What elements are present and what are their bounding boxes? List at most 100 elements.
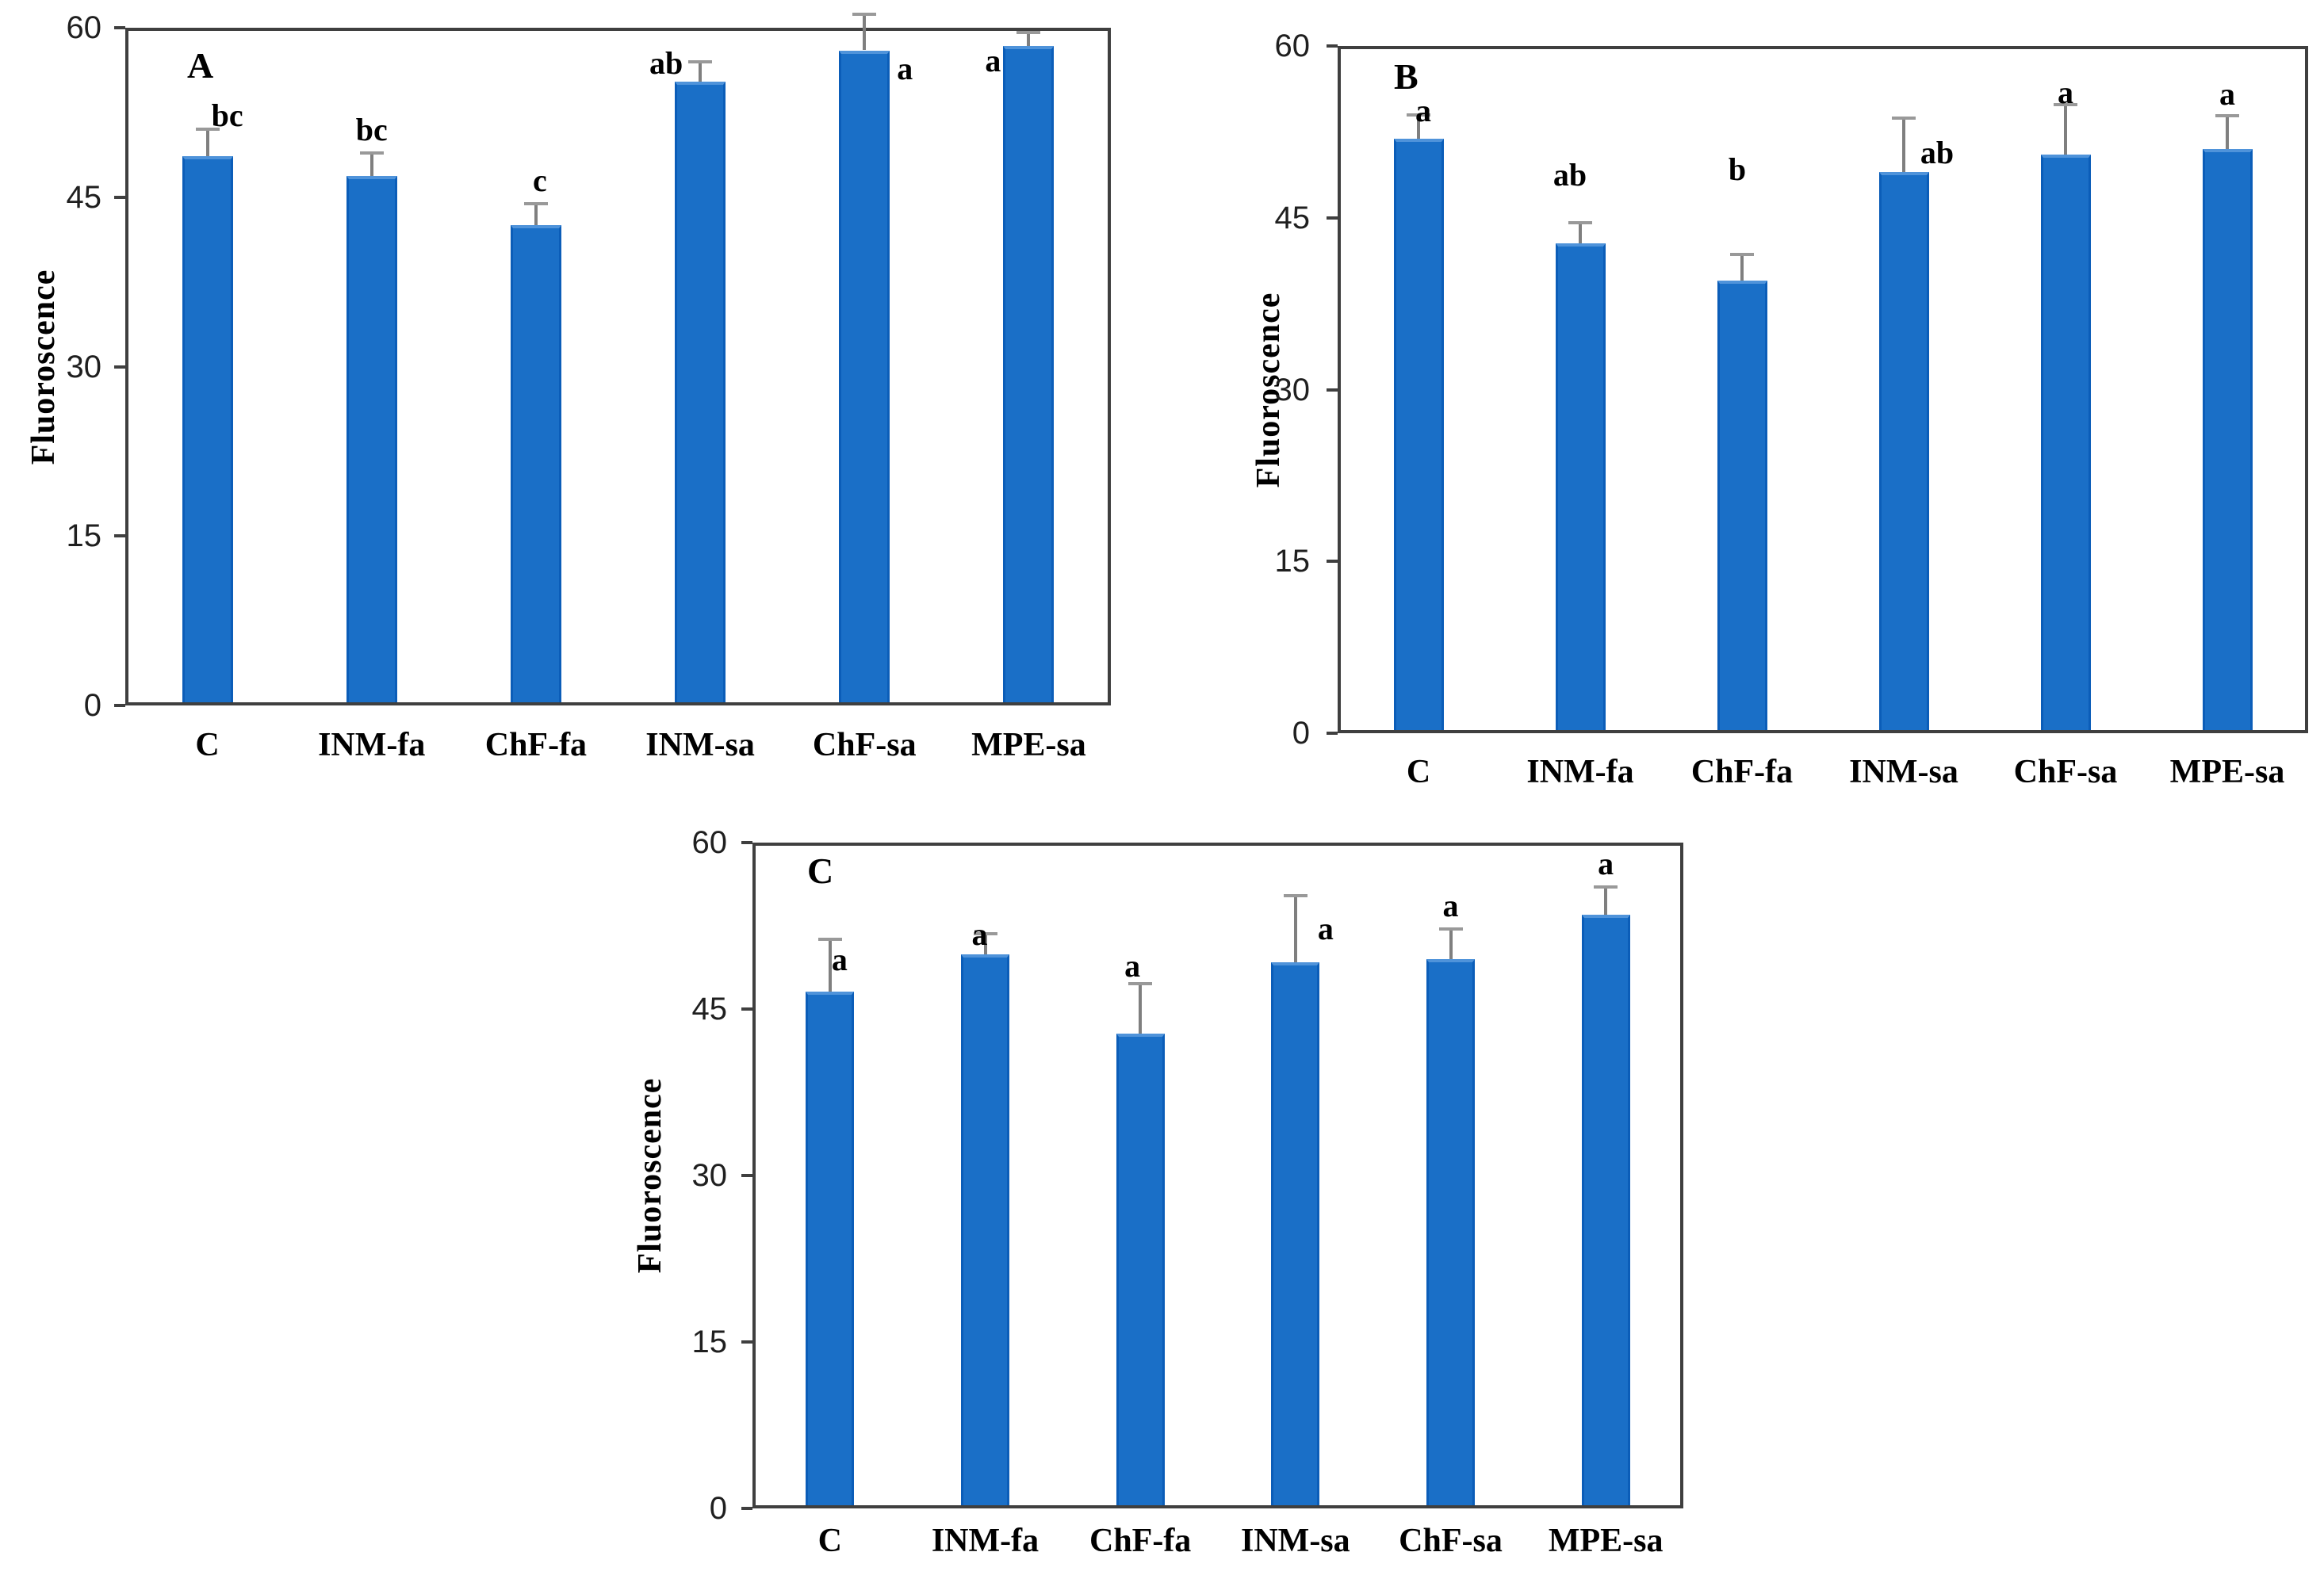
significance-letter: a bbox=[2219, 76, 2235, 113]
bar-chf-sa bbox=[2041, 155, 2091, 730]
category-label-inm-fa: INM-fa bbox=[1526, 754, 1634, 790]
bar-mpe-sa bbox=[1003, 45, 1054, 702]
error-bar-line bbox=[369, 153, 373, 176]
plot-frame bbox=[125, 28, 1111, 705]
error-bar-cap bbox=[1568, 220, 1592, 224]
significance-letter: a bbox=[831, 941, 848, 977]
y-tick-mark bbox=[741, 1340, 752, 1344]
error-bar-cap bbox=[817, 937, 842, 941]
category-label-inm-fa: INM-fa bbox=[318, 727, 426, 763]
error-bar-line bbox=[1139, 983, 1143, 1034]
y-tick-label: 0 bbox=[709, 1491, 727, 1526]
error-bar-line bbox=[2064, 104, 2067, 155]
y-tick-mark bbox=[1327, 560, 1338, 564]
error-bar-cap bbox=[523, 202, 548, 206]
panel-letter: A bbox=[187, 45, 214, 86]
y-tick-label: 45 bbox=[691, 992, 728, 1026]
plot-frame bbox=[1338, 46, 2308, 733]
significance-letter: a bbox=[985, 42, 1001, 78]
bar-inm-sa bbox=[1879, 171, 1929, 730]
error-bar-cap bbox=[852, 12, 877, 16]
category-label-mpe-sa: MPE-sa bbox=[971, 727, 1086, 763]
error-bar-cap bbox=[1730, 252, 1754, 256]
y-axis-title-text: Fluoroscence bbox=[1250, 292, 1287, 487]
error-bar-cap bbox=[1407, 113, 1430, 117]
error-bar-cap bbox=[1892, 117, 1916, 120]
y-tick-mark bbox=[1327, 216, 1338, 220]
error-bar-line bbox=[828, 939, 832, 992]
error-bar-line bbox=[1449, 929, 1453, 959]
significance-letter: bc bbox=[211, 97, 243, 134]
significance-letter: c bbox=[533, 162, 547, 199]
category-label-inm-fa: INM-fa bbox=[931, 1523, 1039, 1559]
category-label-inm-sa: INM-sa bbox=[1241, 1523, 1350, 1559]
significance-letter: a bbox=[1317, 911, 1334, 947]
significance-letter: b bbox=[1728, 151, 1747, 187]
error-bar-line bbox=[863, 13, 867, 51]
error-bar-cap bbox=[1128, 981, 1153, 985]
bar-c bbox=[806, 991, 854, 1505]
bar-inm-fa bbox=[1556, 243, 1606, 730]
y-axis-title-text: Fluoroscence bbox=[632, 1077, 668, 1274]
y-tick-label: 60 bbox=[66, 10, 102, 45]
bar-mpe-sa bbox=[1582, 915, 1630, 1505]
bar-chf-fa bbox=[1717, 281, 1767, 730]
category-label-chf-fa: ChF-fa bbox=[1690, 754, 1794, 790]
significance-letter: a bbox=[971, 916, 988, 952]
category-label-chf-fa: ChF-fa bbox=[1089, 1523, 1192, 1559]
plot-frame bbox=[752, 843, 1683, 1508]
y-tick-mark bbox=[741, 1507, 752, 1510]
y-tick-label: 0 bbox=[1292, 716, 1310, 751]
error-bar-line bbox=[1902, 118, 1905, 172]
bar-inm-fa bbox=[346, 175, 397, 702]
y-axis-title-text: Fluoroscence bbox=[25, 269, 62, 464]
error-bar-line bbox=[1293, 896, 1297, 963]
error-bar-line bbox=[699, 61, 703, 82]
significance-letter: a bbox=[1442, 888, 1459, 924]
y-tick-label: 30 bbox=[66, 349, 102, 384]
category-label-chf-fa: ChF-fa bbox=[484, 727, 588, 763]
significance-letter: a bbox=[1124, 947, 1141, 984]
bar-chf-fa bbox=[511, 225, 561, 702]
error-bar-cap bbox=[1017, 30, 1041, 34]
error-bar-line bbox=[1027, 32, 1031, 46]
error-bar-cap bbox=[2215, 114, 2239, 118]
y-tick-mark bbox=[1327, 44, 1338, 48]
y-tick-label: 15 bbox=[1274, 544, 1311, 579]
error-bar-cap bbox=[195, 128, 220, 132]
error-bar-line bbox=[2226, 116, 2229, 150]
y-tick-mark bbox=[1327, 732, 1338, 735]
y-tick-label: 30 bbox=[1274, 372, 1311, 407]
y-tick-mark bbox=[741, 1007, 752, 1011]
bar-inm-sa bbox=[1271, 962, 1319, 1505]
bar-chf-sa bbox=[839, 50, 890, 702]
bar-c bbox=[1394, 139, 1444, 730]
significance-letter: ab bbox=[1920, 135, 1955, 171]
error-bar-line bbox=[1417, 114, 1420, 140]
y-tick-mark bbox=[114, 195, 125, 199]
bar-chf-fa bbox=[1116, 1033, 1165, 1505]
category-label-c: C bbox=[1406, 754, 1431, 790]
y-tick-mark bbox=[114, 534, 125, 538]
y-tick-mark bbox=[114, 365, 125, 369]
panel-letter: B bbox=[1394, 56, 1419, 97]
panel-letter: C bbox=[807, 851, 834, 891]
error-bar-line bbox=[534, 204, 538, 226]
error-bar-cap bbox=[1283, 894, 1307, 898]
category-label-inm-sa: INM-sa bbox=[645, 727, 755, 763]
category-label-inm-sa: INM-sa bbox=[1849, 754, 1958, 790]
error-bar-cap bbox=[973, 931, 997, 935]
error-bar-line bbox=[1604, 887, 1608, 915]
error-bar-line bbox=[1579, 222, 1582, 243]
error-bar-line bbox=[1740, 254, 1744, 281]
significance-letter: a bbox=[1598, 846, 1614, 881]
significance-letter: ab bbox=[649, 44, 683, 81]
category-label-chf-sa: ChF-sa bbox=[812, 727, 917, 763]
error-bar-cap bbox=[2054, 102, 2077, 106]
category-label-chf-sa: ChF-sa bbox=[1399, 1523, 1503, 1559]
error-bar-cap bbox=[688, 59, 713, 63]
